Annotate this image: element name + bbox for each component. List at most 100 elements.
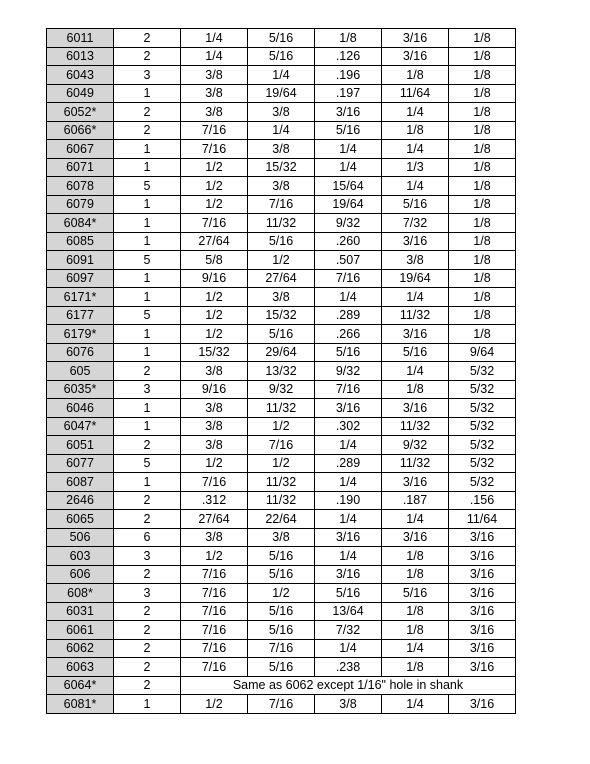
table-cell: 2 <box>114 436 181 455</box>
table-cell: 1/2 <box>181 195 248 214</box>
table-cell: 6049 <box>47 84 114 103</box>
table-cell: .197 <box>315 84 382 103</box>
table-row: 6064*2Same as 6062 except 1/16" hole in … <box>47 676 516 695</box>
table-row: 6052*23/83/83/161/41/8 <box>47 103 516 122</box>
table-cell: 7/16 <box>181 121 248 140</box>
table-row: 50663/83/83/163/163/16 <box>47 528 516 547</box>
table-cell: 7/16 <box>315 269 382 288</box>
table-cell: .266 <box>315 325 382 344</box>
table-cell: 3/8 <box>382 251 449 270</box>
table-cell: 3/8 <box>181 436 248 455</box>
table-cell: .238 <box>315 658 382 677</box>
table-cell: 1/4 <box>315 288 382 307</box>
table-cell: 6035* <box>47 380 114 399</box>
table-cell: 3/16 <box>449 547 516 566</box>
table-row: 6065227/6422/641/41/411/64 <box>47 510 516 529</box>
table-cell: 11/32 <box>248 214 315 233</box>
table-cell: .196 <box>315 66 382 85</box>
table-cell: 6064* <box>47 676 114 695</box>
table-cell: 29/64 <box>248 343 315 362</box>
table-cell: 7/16 <box>181 639 248 658</box>
table-cell: 3/8 <box>181 66 248 85</box>
table-cell: 5/32 <box>449 399 516 418</box>
table-cell: 1/4 <box>382 103 449 122</box>
table-cell: 11/32 <box>248 491 315 510</box>
table-cell: 6031 <box>47 602 114 621</box>
table-row: 617751/215/32.28911/321/8 <box>47 306 516 325</box>
table-row: 6179*11/25/16.2663/161/8 <box>47 325 516 344</box>
table-cell: 5/16 <box>382 195 449 214</box>
table-cell: 5/32 <box>449 362 516 381</box>
table-cell: 2 <box>114 602 181 621</box>
table-cell: 2 <box>114 510 181 529</box>
table-cell: 5/16 <box>315 121 382 140</box>
table-row: 6047*13/81/2.30211/325/32 <box>47 417 516 436</box>
table-cell: 5/8 <box>181 251 248 270</box>
table-cell: 3/16 <box>315 103 382 122</box>
table-cell: 1/4 <box>315 436 382 455</box>
table-cell: 6047* <box>47 417 114 436</box>
table-cell: 1/8 <box>449 158 516 177</box>
table-cell: 1/2 <box>248 584 315 603</box>
table-cell: 1/4 <box>248 66 315 85</box>
table-cell: 5/16 <box>315 343 382 362</box>
table-cell: 7/16 <box>181 621 248 640</box>
table-cell: 6076 <box>47 343 114 362</box>
table-cell: 5/16 <box>248 29 315 48</box>
table-cell: 2 <box>114 121 181 140</box>
table-cell: 3/16 <box>382 232 449 251</box>
table-cell: 3/8 <box>248 288 315 307</box>
table-cell: 1/4 <box>248 121 315 140</box>
table-cell: 1 <box>114 232 181 251</box>
table-cell: 6079 <box>47 195 114 214</box>
table-cell: 3 <box>114 584 181 603</box>
table-row: 609155/81/2.5073/81/8 <box>47 251 516 270</box>
table-row: 608717/1611/321/43/165/32 <box>47 473 516 492</box>
table-cell: 22/64 <box>248 510 315 529</box>
table-cell: 7/16 <box>248 695 315 714</box>
table-cell: 1/4 <box>315 140 382 159</box>
table-cell: 5/16 <box>248 47 315 66</box>
table-cell: 6081* <box>47 695 114 714</box>
table-cell: 3/8 <box>181 417 248 436</box>
table-cell: 7/16 <box>181 214 248 233</box>
table-cell: 6091 <box>47 251 114 270</box>
table-cell: 6011 <box>47 29 114 48</box>
table-row: 6171*11/23/81/41/41/8 <box>47 288 516 307</box>
table-cell: 5/16 <box>248 658 315 677</box>
table-cell: 6097 <box>47 269 114 288</box>
table-cell: 5/16 <box>382 343 449 362</box>
table-cell: 3/8 <box>181 528 248 547</box>
table-cell: 6071 <box>47 158 114 177</box>
table-cell: 5/32 <box>449 380 516 399</box>
table-row: 6081*11/27/163/81/43/16 <box>47 695 516 714</box>
table-cell: Same as 6062 except 1/16" hole in shank <box>181 676 516 695</box>
table-cell: 1/8 <box>382 547 449 566</box>
table-cell: 6062 <box>47 639 114 658</box>
table-cell: 1 <box>114 214 181 233</box>
table-cell: 3/8 <box>181 84 248 103</box>
table-cell: 1 <box>114 695 181 714</box>
table-cell: 1/2 <box>181 306 248 325</box>
table-cell: 9/16 <box>181 380 248 399</box>
table-cell: 9/32 <box>315 362 382 381</box>
table-cell: 1/8 <box>449 84 516 103</box>
table-cell: 608* <box>47 584 114 603</box>
table-row: 608*37/161/25/165/163/16 <box>47 584 516 603</box>
table-cell: 1/2 <box>181 177 248 196</box>
table-cell: 6179* <box>47 325 114 344</box>
table-cell: 3/16 <box>449 584 516 603</box>
table-row: 607911/27/1619/645/161/8 <box>47 195 516 214</box>
table-cell: 1 <box>114 325 181 344</box>
table-row: 6084*17/1611/329/327/321/8 <box>47 214 516 233</box>
table-cell: 1/8 <box>382 565 449 584</box>
table-cell: 1/8 <box>449 251 516 270</box>
table-cell: 11/64 <box>449 510 516 529</box>
table-cell: 1/8 <box>449 325 516 344</box>
table-cell: 1/2 <box>248 251 315 270</box>
table-cell: 9/32 <box>248 380 315 399</box>
table-cell: 3/16 <box>382 29 449 48</box>
table-row: 607111/215/321/41/31/8 <box>47 158 516 177</box>
table-cell: 2 <box>114 491 181 510</box>
table-cell: 19/64 <box>315 195 382 214</box>
